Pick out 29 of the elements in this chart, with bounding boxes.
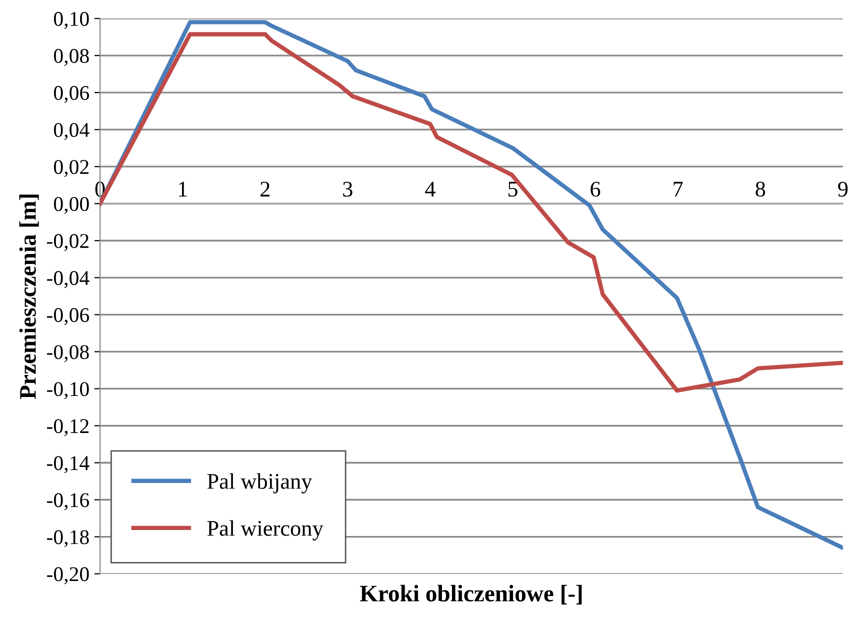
x-axis-title: Kroki obliczeniowe [-] — [360, 584, 582, 604]
y-tick-label: -0,08 — [47, 345, 89, 362]
x-tick-label: 7 — [674, 182, 683, 196]
x-tick-label: 2 — [260, 182, 270, 196]
y-tick-label: -0,10 — [47, 382, 89, 400]
y-axis-title: Przemieszczenia [m] — [19, 194, 39, 399]
y-tick-label: -0,16 — [47, 493, 90, 510]
x-tick-label: 6 — [590, 182, 600, 197]
y-tick-label: -0,14 — [47, 456, 90, 474]
x-tick-label: 4 — [425, 182, 436, 196]
y-tick-label: -0,02 — [47, 234, 88, 252]
legend-label: Pal wiercony — [207, 520, 324, 540]
legend-label: Pal wbijany — [207, 473, 312, 494]
y-tick-label: 0,08 — [54, 48, 89, 66]
y-tick-label: -0,18 — [47, 530, 89, 548]
y-tick-label: -0,04 — [47, 271, 90, 288]
x-tick-label: 8 — [756, 182, 766, 197]
x-tick-label: 1 — [179, 182, 187, 196]
y-tick-label: 0,04 — [54, 122, 90, 140]
y-tick-label: -0,12 — [47, 419, 88, 436]
y-tick-label: 0,06 — [54, 86, 90, 103]
y-tick-label: -0,20 — [47, 567, 89, 584]
x-tick-label: 5 — [508, 182, 518, 197]
x-tick-label: 3 — [343, 182, 352, 197]
y-tick-label: 0,00 — [54, 196, 89, 214]
y-tick-label: 0,02 — [54, 160, 88, 178]
y-tick-label: -0,06 — [47, 308, 90, 326]
x-tick-label: 9 — [838, 182, 848, 197]
y-tick-label: 0,10 — [54, 12, 89, 29]
